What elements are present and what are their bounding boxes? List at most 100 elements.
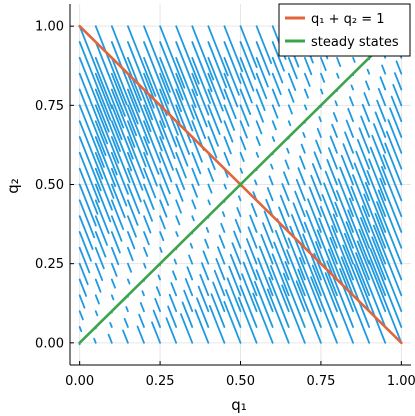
field-arrow-15-5 — [303, 221, 322, 265]
field-arrow-18-13 — [360, 115, 371, 138]
field-arrow-19-10 — [369, 146, 387, 186]
x-tick-label-0: 0.00 — [65, 374, 94, 389]
field-arrow-14-15 — [303, 104, 308, 111]
field-arrow-7-18 — [191, 56, 211, 104]
field-arrow-1-14 — [94, 120, 118, 176]
field-arrow-0-17 — [78, 72, 109, 145]
field-arrow-3-11 — [127, 167, 142, 203]
field-arrow-5-0 — [151, 321, 161, 344]
field-arrow-20-4 — [374, 212, 403, 281]
field-arrow-10-0 — [223, 300, 242, 344]
field-arrow-8-19 — [207, 41, 228, 89]
field-arrow-2-3 — [110, 294, 115, 301]
field-arrow-18-4 — [345, 221, 371, 281]
field-arrow-7-9 — [191, 199, 197, 210]
field-arrow-12-15 — [271, 104, 279, 119]
field-arrow-9-20 — [223, 25, 244, 73]
y-tick-label-0: 0.00 — [35, 336, 64, 351]
field-arrow-9-19 — [223, 41, 242, 84]
field-arrow-20-8 — [380, 166, 403, 218]
field-arrow-11-19 — [255, 41, 271, 76]
field-arrow-16-9 — [324, 170, 338, 202]
field-arrow-14-4 — [287, 237, 306, 281]
field-arrow-7-8 — [191, 215, 195, 222]
field-arrow-10-1 — [225, 289, 242, 328]
field-arrow-12-4 — [258, 245, 274, 281]
field-arrow-11-16 — [255, 88, 266, 111]
field-arrow-13-3 — [271, 253, 290, 297]
field-arrow-15-3 — [300, 245, 322, 297]
field-arrow-0-18 — [78, 56, 110, 133]
field-arrow-5-3 — [155, 286, 161, 297]
field-arrow-1-11 — [94, 167, 113, 211]
field-arrow-15-10 — [311, 163, 322, 186]
field-arrow-15-14 — [318, 116, 322, 123]
field-arrow-7-1 — [181, 301, 194, 328]
field-arrow-8-13 — [207, 136, 218, 159]
field-arrow-8-7 — [205, 226, 210, 233]
field-arrow-0-3 — [78, 294, 86, 309]
field-arrow-12-7 — [263, 210, 274, 233]
field-arrow-1-9 — [94, 199, 110, 235]
field-arrow-17-10 — [340, 154, 354, 186]
field-arrow-11-5 — [245, 238, 258, 265]
field-arrow-9-2 — [212, 281, 226, 313]
field-arrow-6-13 — [175, 136, 189, 167]
field-arrow-4-6 — [143, 246, 149, 257]
field-arrow-11-17 — [255, 72, 268, 100]
field-arrow-8-1 — [196, 297, 210, 328]
field-arrow-5-19 — [159, 41, 184, 101]
field-arrow-9-16 — [223, 88, 237, 120]
x-tick-label-3: 0.75 — [306, 374, 335, 389]
field-arrow-1-19 — [94, 41, 126, 117]
field-arrow-1-0 — [93, 337, 97, 344]
field-arrow-7-16 — [191, 88, 208, 128]
field-arrow-0-13 — [78, 136, 102, 192]
field-arrow-17-15 — [348, 96, 354, 107]
field-arrow-6-9 — [175, 199, 182, 214]
field-arrow-8-5 — [202, 250, 210, 265]
field-arrow-2-10 — [110, 183, 126, 219]
field-arrow-2-4 — [110, 278, 116, 289]
field-arrow-13-9 — [281, 183, 290, 202]
field-arrow-12-2 — [255, 269, 274, 313]
field-arrow-17-16 — [350, 84, 354, 91]
field-arrow-16-1 — [311, 264, 338, 328]
field-arrow-15-16 — [320, 88, 324, 95]
field-arrow-11-1 — [239, 285, 258, 328]
field-arrow-2-0 — [107, 333, 113, 344]
field-arrow-2-5 — [110, 262, 118, 277]
field-arrow-1-10 — [94, 183, 112, 223]
field-arrow-0-8 — [78, 215, 94, 250]
field-arrow-14-16 — [303, 88, 309, 99]
field-arrow-9-18 — [223, 56, 240, 96]
field-arrow-7-20 — [191, 25, 215, 81]
field-arrow-17-6 — [334, 201, 354, 249]
field-arrow-8-18 — [207, 56, 226, 100]
y-tick-label-1: 0.25 — [35, 257, 64, 272]
field-arrow-2-11 — [110, 167, 128, 207]
x-tick-label-2: 0.50 — [226, 374, 255, 389]
field-arrow-7-19 — [191, 41, 213, 93]
field-arrow-6-0 — [165, 317, 178, 344]
field-arrow-18-6 — [348, 197, 371, 249]
field-arrow-5-12 — [159, 151, 173, 183]
field-arrow-12-19 — [271, 41, 285, 72]
field-arrow-12-13 — [271, 136, 276, 143]
field-arrow-10-5 — [231, 242, 242, 265]
field-arrow-19-2 — [356, 240, 387, 313]
series-line-1 — [78, 24, 403, 345]
field-arrow-1-15 — [94, 104, 120, 164]
field-arrow-10-19 — [239, 41, 256, 80]
field-arrow-10-17 — [239, 72, 253, 104]
field-arrow-0-14 — [78, 120, 104, 180]
field-arrow-14-10 — [297, 167, 306, 186]
field-arrow-17-18 — [352, 56, 356, 63]
field-arrow-5-13 — [159, 136, 174, 171]
field-arrow-12-18 — [271, 56, 284, 84]
field-arrow-7-6 — [189, 242, 194, 249]
field-arrow-0-20 — [78, 25, 113, 110]
field-arrow-3-8 — [127, 215, 137, 238]
field-arrow-3-12 — [127, 151, 144, 191]
field-arrow-16-18 — [336, 56, 342, 67]
